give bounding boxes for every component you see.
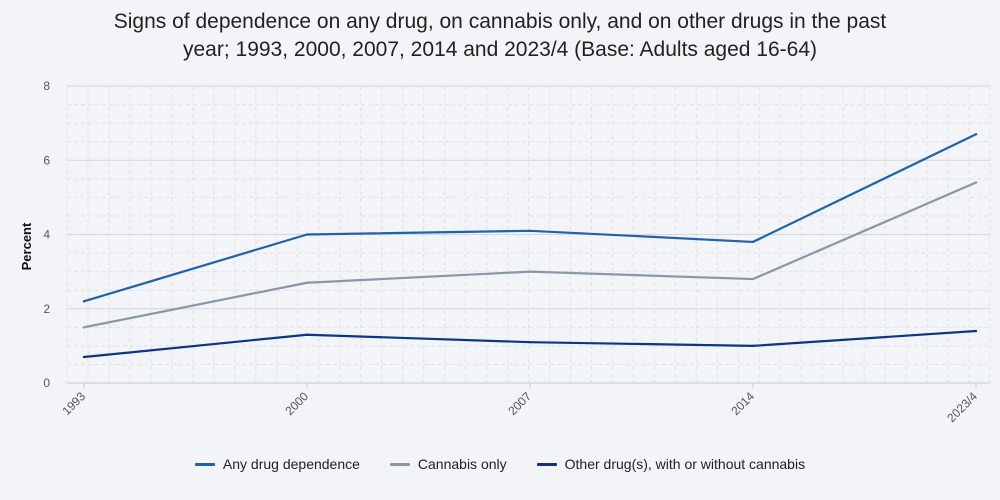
legend-swatch — [194, 462, 215, 466]
data-point[interactable] — [751, 277, 755, 281]
data-point[interactable] — [528, 340, 532, 344]
data-point[interactable] — [82, 326, 86, 329]
data-point[interactable] — [751, 240, 755, 244]
x-tick-label: 2007 — [505, 389, 534, 418]
chart-title: Signs of dependence on any drug, on cann… — [40, 8, 960, 64]
x-tick-label: 2014 — [728, 389, 757, 418]
series-line-other-drug-s-with-or-without-cannabis[interactable] — [82, 329, 978, 359]
data-point[interactable] — [305, 281, 309, 284]
data-point[interactable] — [974, 181, 978, 184]
legend-swatch — [536, 462, 557, 466]
chart-title-line-1: Signs of dependence on any drug, on cann… — [113, 10, 887, 33]
legend-label: Cannabis only — [417, 456, 507, 472]
grid-lines — [66, 85, 991, 384]
axes — [67, 382, 990, 388]
legend-item[interactable]: Cannabis only — [389, 456, 507, 472]
data-point[interactable] — [305, 333, 309, 336]
legend-label: Other drug(s), with or without cannabis — [564, 456, 806, 472]
y-tick-label: 6 — [43, 153, 50, 167]
legend-item[interactable]: Other drug(s), with or without cannabis — [536, 456, 806, 472]
x-tick-label: 2000 — [282, 389, 311, 418]
x-tick-label: 2023/4 — [944, 389, 980, 425]
legend-label: Any drug dependence — [222, 456, 360, 472]
data-point[interactable] — [305, 233, 309, 236]
data-point[interactable] — [528, 270, 532, 273]
data-point[interactable] — [974, 133, 978, 136]
chart-title-line-2: year; 1993, 2000, 2007, 2014 and 2023/4 … — [183, 38, 817, 61]
data-point[interactable] — [82, 355, 86, 359]
legend-item[interactable]: Any drug dependence — [194, 456, 360, 472]
legend: Any drug dependence Cannabis only Other dr… — [0, 456, 1000, 472]
y-tick-label: 2 — [43, 302, 50, 316]
series-line-cannabis-only[interactable] — [82, 181, 978, 329]
y-tick-label: 4 — [43, 228, 50, 242]
data-point[interactable] — [82, 300, 86, 303]
data-point[interactable] — [528, 229, 532, 232]
data-point[interactable] — [974, 329, 978, 333]
y-axis-title: Percent — [19, 222, 34, 270]
series-line-any-drug-dependence[interactable] — [82, 133, 978, 303]
data-point[interactable] — [751, 344, 755, 348]
x-tick-label: 1993 — [59, 389, 88, 418]
legend-swatch — [389, 462, 410, 466]
y-tick-label: 0 — [43, 376, 50, 390]
series-lines — [82, 133, 978, 359]
axis-labels: 0 2 4 6 8 1993 2000 2007 2014 2023/4 Percent — [19, 79, 980, 425]
y-tick-label: 8 — [43, 79, 50, 93]
